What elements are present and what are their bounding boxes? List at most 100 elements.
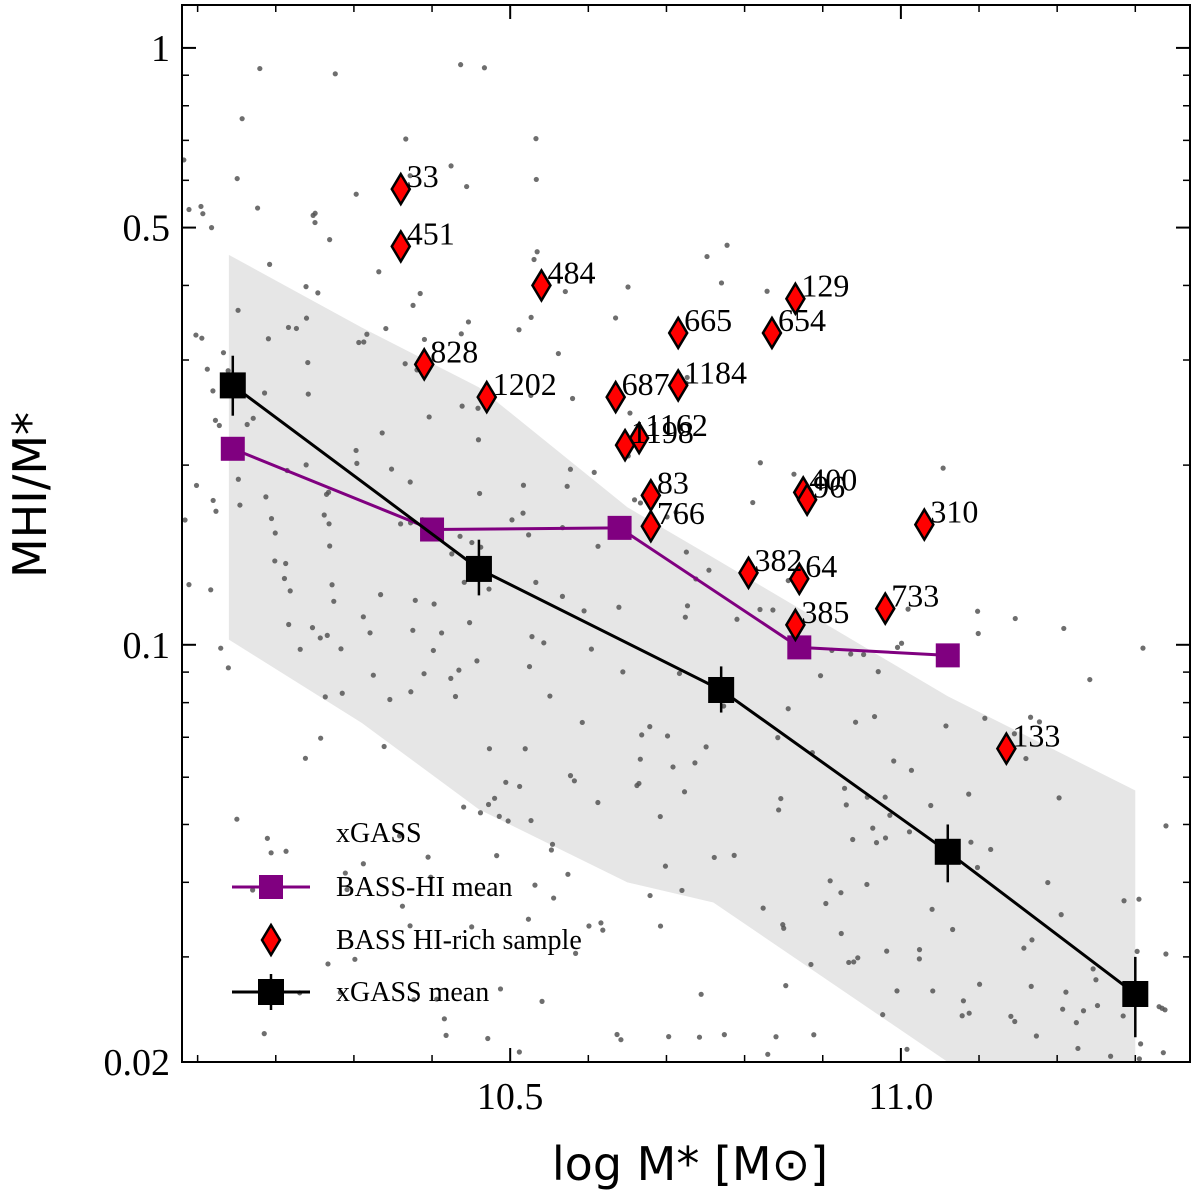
xgass-point (778, 795, 784, 802)
xgass-point (456, 667, 462, 673)
hi-rich-label: 665 (684, 302, 732, 338)
xgass-point (438, 630, 445, 636)
xgass-point (1061, 625, 1067, 632)
xgass-point (186, 206, 192, 213)
xgass-point (692, 760, 698, 766)
xgass-point (1008, 1013, 1014, 1019)
xgass-point (534, 249, 540, 255)
xgass-point (572, 950, 579, 956)
hi-rich-label: 1162 (645, 407, 708, 443)
xgass-point (356, 339, 362, 346)
xgass-point (327, 543, 333, 549)
xgass-point (657, 923, 664, 929)
xgass-point (567, 466, 574, 472)
hi-rich-marker (390, 228, 412, 264)
xgass-point (898, 640, 905, 646)
xgass-point (327, 237, 333, 243)
xgass-point (916, 946, 923, 953)
xgass-point (1028, 983, 1034, 989)
xgass-point (520, 482, 527, 488)
xgass-point (383, 325, 389, 332)
xgass-point (360, 861, 366, 867)
xgass-point (213, 508, 219, 514)
xgass-point (407, 923, 413, 929)
xgass-point (218, 645, 224, 651)
xgass-point (1108, 1053, 1114, 1059)
xgass-point (549, 841, 556, 847)
xgass-point (1090, 966, 1096, 972)
xgass-point (968, 839, 974, 845)
xgass-point (827, 878, 833, 884)
xgass-point (757, 460, 763, 466)
xgass-point (475, 437, 482, 443)
xgass-point (1080, 1008, 1087, 1014)
xgass-point (785, 706, 791, 712)
xgass-point (887, 812, 893, 818)
xgass-point (988, 846, 994, 853)
hi-rich-marker (667, 315, 689, 351)
xgass-point (267, 261, 273, 267)
y-tick-label: 0.02 (104, 1042, 171, 1084)
xgass-point (670, 764, 676, 770)
xgass-point (528, 392, 534, 398)
xgass-point (458, 331, 464, 337)
xgass-point (882, 835, 889, 841)
xgass-point (533, 579, 539, 585)
xgass-point (337, 989, 344, 995)
xgass-point (718, 280, 725, 286)
xgass-point (310, 212, 316, 218)
xgass-point (486, 746, 493, 752)
xgass-point (873, 840, 880, 846)
xgass-point (1120, 1013, 1126, 1019)
xgass-point (408, 689, 414, 695)
xgass-point (679, 887, 685, 894)
xgass-point (823, 900, 829, 907)
hi-rich-label: 64 (805, 548, 837, 584)
xgass-point (586, 923, 592, 929)
xgass-point (364, 331, 370, 337)
xgass-point (407, 173, 413, 179)
xgass-point (906, 829, 913, 835)
xgass-point (199, 335, 205, 341)
xgass-point (225, 665, 231, 671)
xgass-point (1087, 676, 1093, 683)
hi-rich-label: 133 (1012, 718, 1060, 754)
hi-rich-label: 733 (891, 578, 939, 614)
xgass-point (234, 175, 240, 182)
xgass-point (1073, 1020, 1079, 1026)
xgass-point (891, 758, 897, 764)
xgass-point (441, 1016, 447, 1022)
xgass-point (485, 1035, 491, 1042)
xgass-point (426, 414, 432, 420)
xgass-point (1063, 989, 1069, 995)
xgass-point (469, 539, 475, 546)
xgass-point (264, 835, 270, 841)
xgass-point (448, 675, 454, 681)
hi-rich-label: 1198 (631, 414, 694, 450)
xgass-point (976, 981, 983, 987)
xgass-point (210, 388, 216, 394)
xgass-point (321, 512, 327, 518)
xgass-point (838, 890, 844, 896)
xgass-point (481, 65, 488, 71)
xgass-point (381, 743, 387, 750)
xgass-point (620, 669, 626, 675)
xgass-point (272, 558, 278, 564)
hi-rich-marker (874, 591, 896, 626)
xgass-point (940, 465, 946, 471)
hi-rich-label: 33 (407, 158, 439, 194)
xgass-point (361, 339, 367, 345)
legend-rich-marker (260, 922, 282, 958)
hi-rich-label: 484 (547, 254, 595, 290)
xgass-point (529, 634, 535, 640)
hi-rich-marker (605, 379, 627, 415)
xgass-point (466, 620, 473, 626)
xgass-mean-marker (1122, 980, 1149, 1007)
xgass-point (272, 530, 278, 536)
xgass-point (293, 325, 300, 332)
xgass-point (598, 920, 604, 926)
xgass-point (1023, 755, 1029, 762)
xgass-point (317, 635, 323, 641)
xgass-point (237, 502, 243, 508)
xgass-point (477, 490, 483, 497)
